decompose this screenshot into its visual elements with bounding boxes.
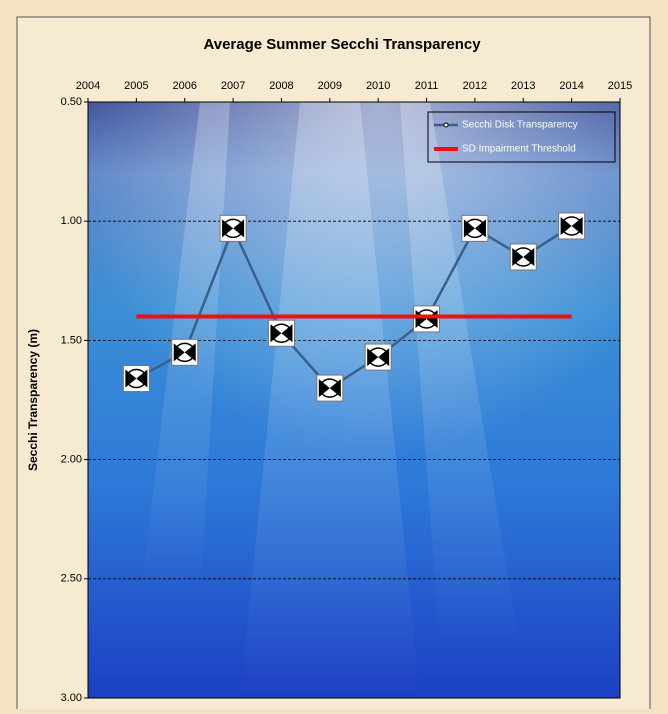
marker-disk bbox=[367, 348, 390, 367]
plot-layer: 0.50 1.00 1.50 2.00 2.50 3.00 2004 2005 2006 2007… bbox=[61, 80, 633, 704]
legend-label: SD Impairment Threshold bbox=[462, 144, 576, 155]
secchi-marker bbox=[267, 319, 295, 347]
y-axis-label: Secchi Transparency (m) bbox=[26, 329, 40, 471]
x-tick-label: 2006 bbox=[172, 80, 196, 92]
marker-disk bbox=[367, 347, 389, 367]
x-tick-label: 2014 bbox=[559, 80, 583, 92]
marker-disk bbox=[512, 247, 535, 266]
x-tick-label: 2008 bbox=[269, 80, 293, 92]
secchi-marker bbox=[316, 374, 344, 402]
marker-disk bbox=[319, 378, 341, 398]
marker-disk bbox=[125, 368, 148, 389]
secchi-marker bbox=[461, 214, 489, 242]
y-tick-label: 2.00 bbox=[61, 454, 82, 466]
legend-box bbox=[427, 111, 616, 163]
secchi-marker bbox=[171, 338, 199, 366]
x-tick-label: 2015 bbox=[608, 80, 632, 92]
x-tick-label: 2011 bbox=[415, 80, 439, 92]
y-tick-label: 3.00 bbox=[61, 692, 82, 704]
marker-disk bbox=[173, 342, 196, 363]
marker-disk bbox=[222, 218, 244, 239]
marker-disk bbox=[560, 216, 583, 236]
marker-disk bbox=[415, 309, 438, 329]
marker-disk bbox=[125, 369, 148, 388]
marker-disk bbox=[464, 218, 486, 239]
legend-label: Secchi Disk Transparency bbox=[462, 120, 578, 131]
marker-disk bbox=[173, 343, 196, 362]
secchi-marker bbox=[558, 212, 586, 240]
x-tick-label: 2012 bbox=[463, 80, 487, 92]
x-tick-label: 2004 bbox=[76, 80, 100, 92]
marker-disk bbox=[560, 216, 583, 235]
secchi-marker bbox=[509, 243, 537, 271]
light-ray bbox=[400, 102, 520, 650]
y-tick-label: 0.50 bbox=[61, 96, 82, 108]
chart-title: Average Summer Secchi Transparency bbox=[203, 36, 481, 53]
x-tick-label: 2007 bbox=[221, 80, 245, 92]
y-tick-label: 2.50 bbox=[61, 573, 82, 585]
marker-disk bbox=[512, 247, 535, 267]
marker-disk bbox=[318, 379, 341, 398]
legend-marker bbox=[443, 122, 449, 128]
marker-disk bbox=[270, 324, 293, 343]
y-tick-label: 1.50 bbox=[61, 334, 82, 346]
secchi-marker bbox=[413, 305, 441, 333]
secchi-marker bbox=[219, 214, 247, 242]
series-line bbox=[135, 224, 573, 390]
x-tick-label: 2013 bbox=[511, 80, 535, 92]
y-tick-label: 1.00 bbox=[61, 215, 82, 227]
x-tick-label: 2009 bbox=[318, 80, 342, 92]
secchi-marker bbox=[122, 365, 150, 393]
marker-disk bbox=[270, 323, 293, 343]
plot-border bbox=[87, 101, 621, 699]
secchi-marker bbox=[364, 343, 392, 371]
marker-disk bbox=[222, 219, 245, 238]
x-tick-label: 2005 bbox=[124, 80, 148, 92]
marker-disk bbox=[463, 219, 486, 238]
marker-disk bbox=[415, 309, 438, 328]
x-tick-label: 2010 bbox=[366, 80, 390, 92]
